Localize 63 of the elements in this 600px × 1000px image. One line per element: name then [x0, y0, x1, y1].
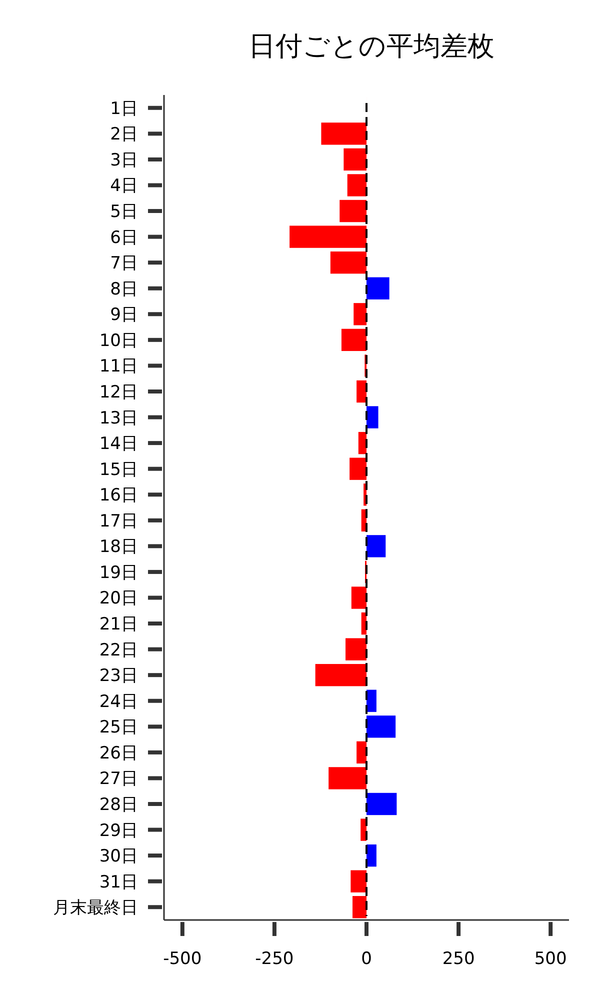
bar	[358, 432, 366, 454]
y-tick-label: 19日	[99, 562, 138, 583]
bar	[350, 458, 366, 480]
y-tick-label: 13日	[99, 408, 138, 428]
bar	[356, 741, 366, 764]
y-tick-label: 12日	[99, 382, 138, 402]
x-tick-label: -500	[163, 949, 202, 969]
x-tick-label: 250	[442, 949, 475, 969]
bar	[366, 792, 397, 816]
y-tick-label: 3日	[110, 150, 138, 170]
y-tick-label: 14日	[99, 434, 138, 454]
y-tick-label: 30日	[99, 846, 138, 867]
y-tick-label: 21日	[99, 614, 138, 635]
y-tick-label: 7日	[110, 254, 138, 274]
bar	[366, 844, 376, 867]
bar	[366, 277, 390, 300]
y-tick-label: 10日	[99, 330, 138, 351]
y-tick-label: 5日	[110, 202, 138, 222]
y-tick-label: 25日	[99, 718, 138, 738]
bar	[366, 535, 386, 558]
bar	[330, 251, 366, 274]
bar	[352, 896, 366, 918]
bar	[344, 148, 366, 171]
y-tick-label: 20日	[99, 588, 138, 609]
y-tick-label: 27日	[99, 769, 138, 790]
y-tick-label: 15日	[99, 460, 138, 480]
y-tick-label: 22日	[99, 640, 138, 660]
bar	[366, 716, 396, 738]
y-tick-label: 18日	[99, 537, 138, 558]
bar	[328, 767, 366, 790]
bar	[347, 174, 366, 196]
bar	[351, 586, 366, 609]
y-tick-label: 月末最終日	[53, 898, 138, 918]
bar	[315, 664, 366, 686]
y-tick-label: 9日	[110, 305, 138, 326]
bar	[346, 638, 366, 660]
y-tick-label: 29日	[99, 820, 138, 841]
bar	[321, 122, 366, 145]
chart-title: 日付ごとの平均差枚	[248, 31, 494, 62]
y-tick-label: 24日	[99, 692, 138, 712]
bar	[341, 328, 366, 352]
x-tick-label: 0	[361, 949, 372, 969]
y-tick-label: 26日	[99, 743, 138, 764]
bar	[350, 870, 366, 892]
y-tick-label: 17日	[99, 511, 138, 532]
y-tick-label: 8日	[110, 279, 138, 300]
y-tick-label: 23日	[99, 666, 138, 686]
bar	[366, 690, 376, 712]
y-tick-label: 4日	[110, 176, 138, 196]
y-tick-label: 28日	[99, 794, 138, 815]
bar	[340, 200, 366, 222]
y-tick-label: 1日	[110, 98, 138, 119]
x-tick-label: -250	[255, 949, 294, 969]
bar	[356, 380, 366, 403]
bar	[366, 406, 378, 428]
x-tick-label: 500	[534, 949, 567, 969]
y-tick-label: 2日	[110, 124, 138, 145]
bar	[290, 226, 366, 248]
y-tick-label: 16日	[99, 486, 138, 506]
bar	[354, 303, 366, 326]
y-tick-label: 31日	[99, 872, 138, 892]
y-tick-label: 6日	[110, 228, 138, 248]
y-tick-label: 11日	[99, 356, 138, 377]
